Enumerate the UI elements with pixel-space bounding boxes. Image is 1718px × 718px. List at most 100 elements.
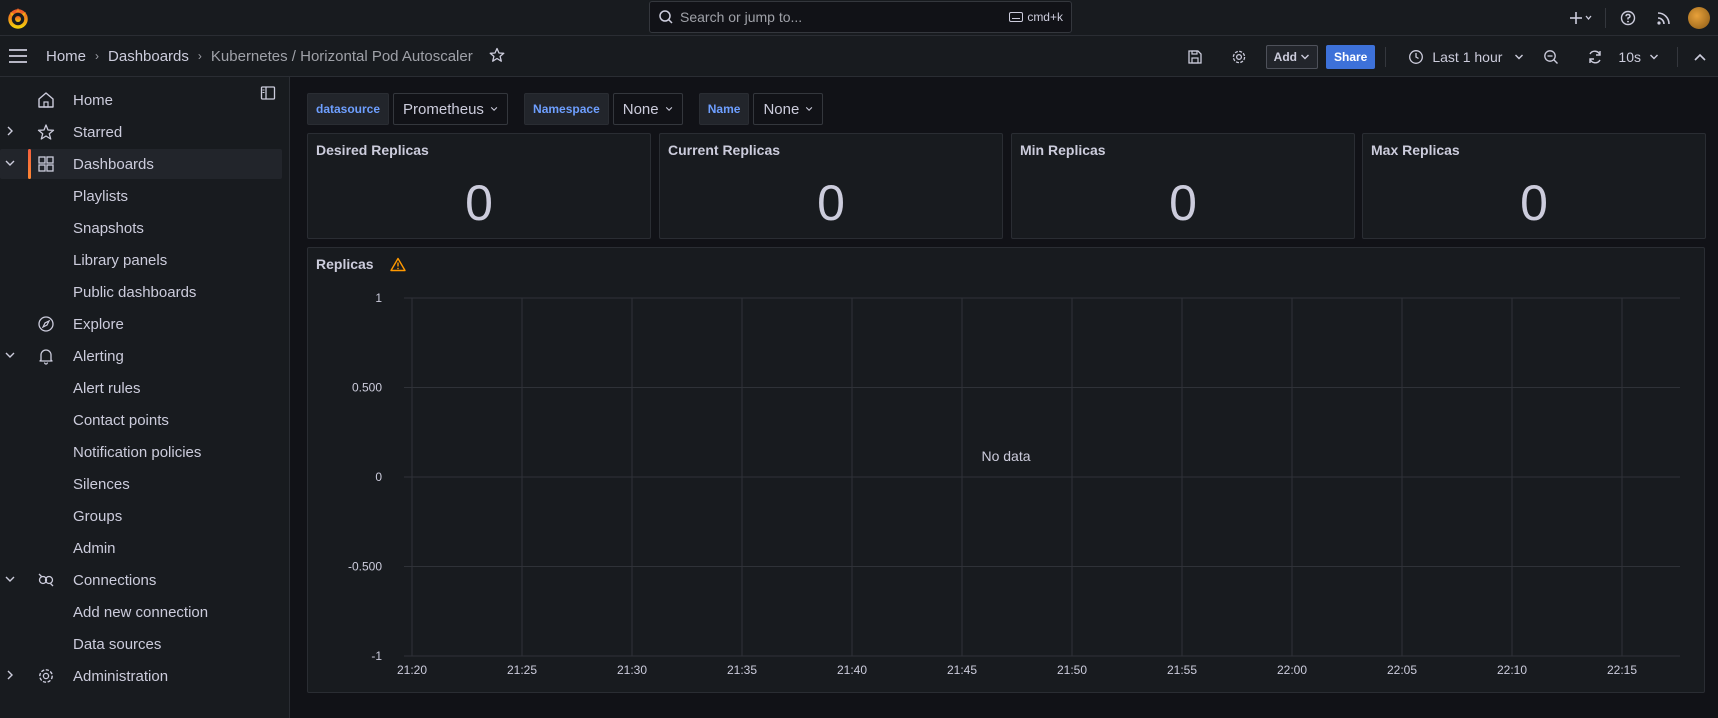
x-tick-label: 22:10	[1497, 663, 1527, 677]
sidebar-item-alert-rules[interactable]: Alert rules	[0, 373, 282, 403]
top-right-actions	[1561, 0, 1710, 36]
sidebar-item-label: Public dashboards	[73, 283, 197, 301]
share-button[interactable]: Share	[1326, 44, 1376, 69]
chevron-right-icon[interactable]	[4, 669, 16, 684]
stat-panel-min-replicas[interactable]: Min Replicas 0	[1011, 133, 1355, 239]
news-button[interactable]	[1646, 0, 1682, 36]
sidebar-item-contact-points[interactable]: Contact points	[0, 405, 282, 435]
sidebar-item-alerting[interactable]: Alerting	[0, 341, 282, 371]
zoom-out-button[interactable]	[1538, 45, 1564, 69]
stat-panel-max-replicas[interactable]: Max Replicas 0	[1362, 133, 1706, 239]
sidebar-item-label: Data sources	[73, 635, 162, 653]
sidebar-item-label: Admin	[73, 539, 116, 557]
sidebar-item-connections[interactable]: Connections	[0, 565, 282, 595]
chevron-down-icon[interactable]	[4, 573, 16, 588]
sidebar-item-explore[interactable]: Explore	[0, 309, 282, 339]
favorite-star-button[interactable]	[489, 47, 505, 66]
save-dashboard-button[interactable]	[1182, 45, 1208, 69]
gear-icon	[36, 666, 56, 686]
hamburger-icon	[9, 49, 27, 63]
replicas-panel[interactable]: Replicas 1 0.500 0 -0.500 -1 21:20 21:25 21:30 2…	[307, 247, 1705, 693]
refresh-button[interactable]	[1582, 45, 1608, 69]
time-range-picker[interactable]: Last 1 hour	[1408, 49, 1524, 65]
collapse-toolbar-button[interactable]	[1682, 45, 1718, 69]
sidebar-nav: Home Starred Dashboards Playlists Snapshots L…	[0, 77, 290, 718]
sidebar-item-admin[interactable]: Admin	[0, 533, 282, 563]
sidebar-item-administration[interactable]: Administration	[0, 661, 282, 691]
chevron-down-icon	[665, 106, 672, 111]
sidebar-item-starred[interactable]: Starred	[0, 117, 282, 147]
name-select[interactable]: None	[753, 93, 824, 125]
chevron-down-icon[interactable]	[4, 157, 16, 172]
chevron-down-icon[interactable]	[4, 349, 16, 364]
breadcrumb-home[interactable]: Home	[46, 47, 87, 65]
variable-label-name: Name	[698, 93, 750, 125]
new-menu-button[interactable]	[1561, 0, 1601, 36]
replicas-chart: 1 0.500 0 -0.500 -1 21:20 21:25 21:30 21:35 21:40…	[348, 291, 1680, 677]
bell-icon	[36, 346, 56, 366]
add-button[interactable]: Add	[1265, 44, 1318, 69]
search-input[interactable]: Search or jump to... cmd+k	[649, 1, 1072, 33]
grafana-logo-icon[interactable]	[6, 6, 30, 30]
panel-title: Min Replicas	[1020, 142, 1106, 158]
sidebar-item-label: Alert rules	[73, 379, 141, 397]
connections-icon	[36, 570, 56, 590]
x-tick-label: 21:20	[397, 663, 427, 677]
breadcrumb-dashboards[interactable]: Dashboards	[108, 47, 189, 65]
no-data-message: No data	[981, 448, 1031, 464]
breadcrumb: Home › Dashboards › Kubernetes / Horizon…	[46, 48, 473, 65]
dock-menu-button[interactable]	[260, 85, 276, 104]
y-tick-label: 0	[375, 470, 382, 484]
sidebar-item-label: Add new connection	[73, 603, 209, 621]
warning-icon[interactable]	[390, 257, 406, 275]
x-tick-label: 21:55	[1167, 663, 1197, 677]
panel-title: Desired Replicas	[316, 142, 429, 158]
refresh-icon	[1589, 50, 1602, 63]
x-tick-label: 21:50	[1057, 663, 1087, 677]
dashboards-icon	[36, 154, 56, 174]
dashboard-settings-button[interactable]	[1226, 45, 1252, 69]
x-tick-label: 22:05	[1387, 663, 1417, 677]
panel-title: Max Replicas	[1371, 142, 1460, 158]
stat-panel-desired-replicas[interactable]: Desired Replicas 0	[307, 133, 651, 239]
sidebar-item-add-new-connection[interactable]: Add new connection	[0, 597, 282, 627]
template-variables: datasource Prometheus Namespace None Nam…	[307, 93, 824, 125]
panel-title: Replicas	[316, 256, 374, 272]
variable-label-datasource: datasource	[307, 93, 390, 125]
sidebar-item-notification-policies[interactable]: Notification policies	[0, 437, 282, 467]
divider	[1677, 46, 1678, 67]
search-placeholder: Search or jump to...	[680, 9, 803, 25]
sidebar-item-label: Contact points	[73, 411, 169, 429]
sidebar-item-data-sources[interactable]: Data sources	[0, 629, 282, 659]
x-tick-label: 21:30	[617, 663, 647, 677]
sidebar-item-home[interactable]: Home	[0, 85, 282, 115]
menu-toggle-button[interactable]	[0, 36, 36, 77]
sidebar-item-label: Snapshots	[73, 219, 144, 237]
sidebar-item-label: Starred	[73, 123, 123, 141]
chevron-down-icon	[1301, 54, 1309, 59]
chevron-down-icon	[1650, 54, 1658, 59]
namespace-select[interactable]: None	[612, 93, 683, 125]
refresh-interval-picker[interactable]: 10s	[1618, 49, 1659, 65]
variable-label-namespace: Namespace	[524, 93, 609, 125]
help-button[interactable]	[1610, 0, 1646, 36]
sidebar-item-groups[interactable]: Groups	[0, 501, 282, 531]
stat-panel-current-replicas[interactable]: Current Replicas 0	[659, 133, 1003, 239]
sidebar-item-library-panels[interactable]: Library panels	[0, 245, 282, 275]
panel-title: Current Replicas	[668, 142, 781, 158]
chevron-down-icon	[1515, 54, 1524, 59]
user-avatar[interactable]	[1688, 7, 1710, 29]
chevron-right-icon[interactable]	[4, 125, 16, 140]
sidebar-item-playlists[interactable]: Playlists	[0, 181, 282, 211]
x-tick-label: 21:25	[507, 663, 537, 677]
stat-value: 0	[1520, 175, 1548, 231]
sidebar-item-dashboards[interactable]: Dashboards	[0, 149, 282, 179]
sidebar-item-snapshots[interactable]: Snapshots	[0, 213, 282, 243]
stat-value: 0	[1169, 175, 1197, 231]
sidebar-item-silences[interactable]: Silences	[0, 469, 282, 499]
rss-icon	[1657, 12, 1670, 25]
sidebar-item-public-dashboards[interactable]: Public dashboards	[0, 277, 282, 307]
y-tick-label: 1	[375, 291, 382, 305]
y-tick-label: -0.500	[348, 560, 382, 574]
datasource-select[interactable]: Prometheus	[393, 93, 509, 125]
